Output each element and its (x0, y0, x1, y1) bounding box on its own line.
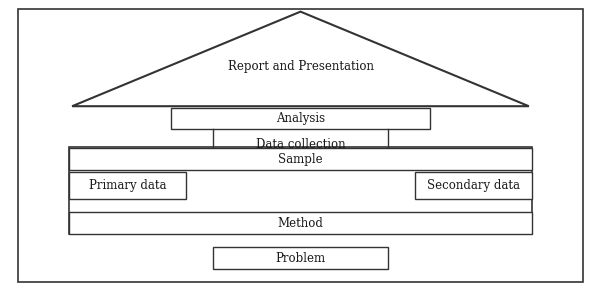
FancyBboxPatch shape (69, 148, 532, 170)
Text: Analysis: Analysis (276, 112, 325, 125)
Text: Secondary data: Secondary data (427, 179, 520, 192)
FancyBboxPatch shape (18, 9, 583, 282)
Text: Method: Method (278, 217, 323, 230)
FancyBboxPatch shape (213, 247, 388, 269)
FancyBboxPatch shape (415, 172, 532, 199)
FancyBboxPatch shape (171, 108, 430, 129)
FancyBboxPatch shape (69, 212, 532, 234)
FancyBboxPatch shape (69, 172, 186, 199)
Text: Data collection: Data collection (255, 138, 346, 150)
Text: Report and Presentation: Report and Presentation (228, 61, 373, 73)
Polygon shape (72, 12, 529, 106)
Text: Problem: Problem (275, 252, 326, 265)
Text: Primary data: Primary data (89, 179, 166, 192)
FancyBboxPatch shape (69, 147, 532, 234)
Text: Sample: Sample (278, 153, 323, 166)
